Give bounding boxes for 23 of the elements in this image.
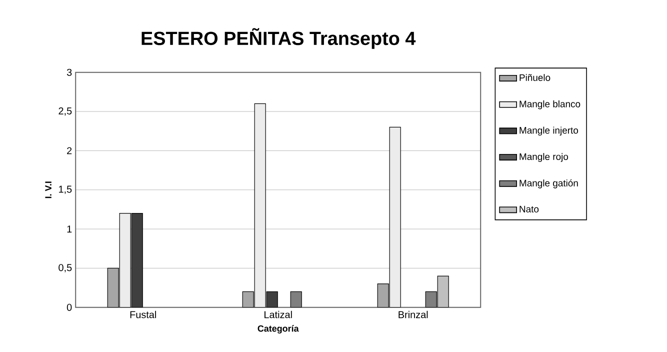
x-tick-label: Brinzal [398, 310, 428, 318]
x-tick-label: Latizal [264, 310, 292, 318]
legend-label: Nato [520, 206, 539, 212]
legend-label: Mangle gatión [520, 179, 578, 188]
y-axis-title: I. V.I [45, 182, 52, 198]
bar [290, 291, 302, 308]
legend-label: Mangle injerto [520, 126, 578, 136]
y-tick-label: 1 [67, 226, 72, 232]
x-tick-label: Fustal [130, 310, 156, 318]
legend-label: Piñuelo [520, 74, 550, 81]
legend-label: Mangle rojo [520, 153, 568, 162]
y-tick-label: 2 [67, 147, 72, 154]
y-tick-label: 0,5 [58, 264, 72, 272]
bar [242, 291, 254, 308]
y-tick-label: 1,5 [59, 186, 72, 194]
y-tick-label: 2,5 [58, 107, 72, 116]
bar [377, 284, 389, 308]
chart-title: ESTERO PEÑITAS Transepto 4 [142, 28, 416, 49]
y-tick-label: 0 [66, 304, 72, 311]
bar [107, 268, 119, 308]
legend-label: Mangle blanco [520, 100, 580, 110]
y-tick-label: 3 [66, 68, 72, 76]
x-axis-title: Categoría [258, 325, 299, 334]
